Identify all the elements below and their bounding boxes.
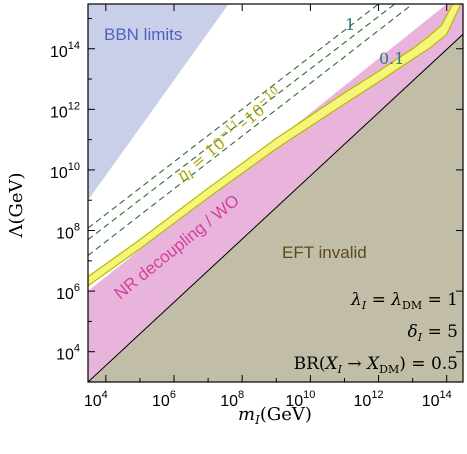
line-01-label: 0.1	[379, 49, 404, 68]
axis-tick-labels: 104 106 108 1010 1012 1014 104 106 108 1010 1012 10…	[50, 40, 452, 410]
x-tick-label: 1012	[354, 389, 384, 410]
delta-annotation: δI = 5	[408, 322, 458, 344]
dashed-line-2	[88, 4, 396, 241]
eta-band	[88, 4, 461, 286]
y-axis-label: Λ(GeV)	[6, 172, 27, 238]
x-tick-label: 104	[84, 389, 108, 410]
eft-region-label: EFT invalid	[282, 243, 367, 262]
plot-area	[88, 4, 463, 382]
axis-ticks	[88, 4, 463, 382]
y-tick-label: 104	[56, 343, 80, 364]
y-tick-label: 108	[56, 222, 80, 243]
plot-frame	[87, 3, 464, 383]
x-tick-label: 1010	[285, 389, 315, 410]
lambda-annotation: λI = λDM = 1	[350, 290, 458, 312]
dashed-line-1	[88, 4, 379, 229]
br-annotation: BR(XI → XDM) = 0.5	[294, 354, 458, 376]
dashed-line-3	[88, 4, 413, 256]
eft-boundary-line	[88, 33, 463, 382]
y-tick-label: 1010	[50, 161, 80, 182]
y-tick-label: 1012	[50, 100, 80, 121]
bbn-region-label: BBN limits	[104, 25, 182, 44]
region-nr-decoupling	[88, 4, 463, 382]
x-tick-label: 106	[152, 389, 176, 410]
y-tick-label: 106	[56, 282, 80, 303]
line-1-label: 1	[345, 15, 355, 34]
x-axis-label: mI(GeV)	[238, 404, 312, 427]
x-tick-label: 1014	[422, 389, 452, 410]
eta-band-upper-edge	[88, 4, 454, 278]
eta-band-lower-edge	[88, 4, 462, 287]
region-bbn	[88, 4, 229, 201]
x-tick-label: 108	[220, 389, 244, 410]
y-tick-label: 1014	[50, 40, 80, 61]
